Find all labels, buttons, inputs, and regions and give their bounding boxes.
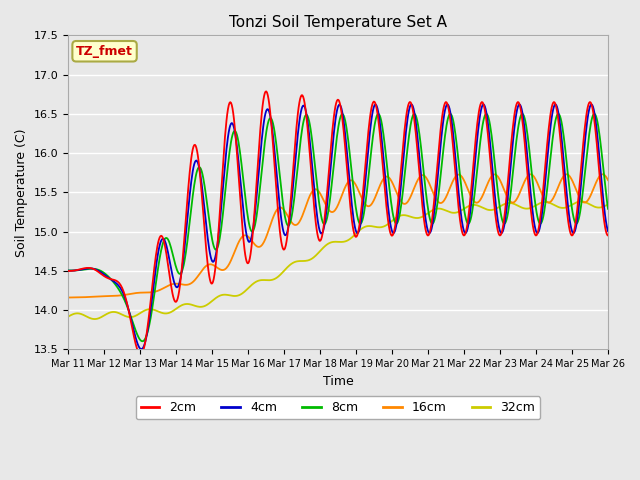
X-axis label: Time: Time <box>323 374 353 387</box>
Y-axis label: Soil Temperature (C): Soil Temperature (C) <box>15 128 28 257</box>
Legend: 2cm, 4cm, 8cm, 16cm, 32cm: 2cm, 4cm, 8cm, 16cm, 32cm <box>136 396 540 420</box>
Title: Tonzi Soil Temperature Set A: Tonzi Soil Temperature Set A <box>229 15 447 30</box>
Text: TZ_fmet: TZ_fmet <box>76 45 133 58</box>
